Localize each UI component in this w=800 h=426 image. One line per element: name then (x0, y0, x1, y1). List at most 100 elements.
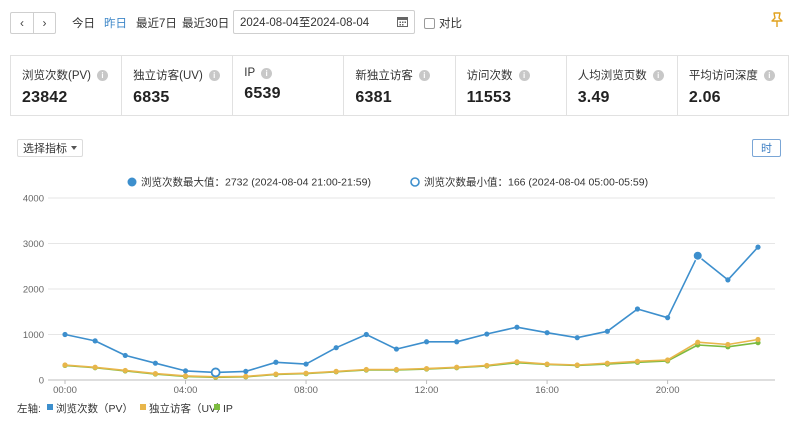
legend-label[interactable]: IP (223, 403, 233, 415)
data-point[interactable] (62, 331, 68, 338)
data-point[interactable] (333, 368, 339, 374)
metric-pv: 浏览次数(PV) i 23842 (11, 56, 121, 115)
legend-label[interactable]: 浏览次数（PV） (56, 402, 133, 415)
metric-value: 6539 (244, 85, 281, 102)
data-point[interactable] (122, 367, 128, 374)
data-point[interactable] (695, 339, 701, 345)
data-point[interactable] (755, 244, 761, 250)
data-point[interactable] (363, 331, 369, 338)
metric-uv: 独立访客(UV) i 6835 (121, 56, 232, 115)
select-metric-dropdown[interactable]: 选择指标 (17, 139, 83, 157)
y-tick-label: 2000 (23, 285, 44, 296)
info-icon[interactable]: i (97, 69, 108, 81)
metric-label: IP (244, 67, 256, 79)
legend-label[interactable]: 独立访客（UV） (149, 402, 227, 415)
data-point[interactable] (454, 339, 460, 345)
data-point[interactable] (634, 306, 641, 312)
y-tick-label: 0 (39, 376, 44, 387)
data-point[interactable] (725, 341, 731, 348)
metric-value: 23842 (22, 89, 68, 106)
data-point[interactable] (544, 330, 550, 336)
data-point[interactable] (243, 373, 249, 379)
data-point[interactable] (604, 328, 610, 334)
data-point[interactable] (484, 331, 490, 337)
data-point[interactable] (182, 373, 189, 379)
legend-swatch (47, 404, 53, 410)
data-point[interactable] (152, 371, 158, 377)
compare-label: 对比 (439, 18, 462, 30)
metric-label: 独立访客(UV) (133, 70, 203, 82)
data-point[interactable] (152, 360, 158, 366)
data-point[interactable] (514, 359, 520, 365)
legend-swatch (214, 404, 220, 410)
data-point[interactable] (363, 366, 369, 373)
next-date-button[interactable]: › (33, 13, 55, 33)
data-point[interactable] (62, 362, 68, 368)
prev-date-button[interactable]: ‹ (20, 16, 24, 30)
compare-checkbox[interactable] (424, 17, 435, 29)
data-point[interactable] (544, 361, 550, 367)
metric-label: 新独立访客 (355, 70, 413, 82)
calendar-icon[interactable] (397, 16, 408, 27)
max-legend-marker (127, 177, 137, 187)
date-range-picker[interactable]: 2024-08-04至2024-08-04 (233, 10, 415, 34)
data-point[interactable] (665, 315, 671, 321)
x-tick-label: 08:00 (294, 385, 318, 396)
data-point[interactable] (604, 360, 610, 366)
data-point[interactable] (725, 277, 731, 283)
data-point[interactable] (333, 345, 339, 351)
quick-range-yesterday[interactable]: 昨日 (104, 18, 127, 30)
data-point[interactable] (423, 366, 430, 372)
data-point[interactable] (484, 362, 490, 369)
info-icon[interactable]: i (418, 69, 430, 81)
metric-pages-per-user: 人均浏览页数 i 3.49 (565, 56, 677, 115)
data-point[interactable] (393, 366, 400, 373)
data-point[interactable] (303, 361, 309, 367)
max-marker[interactable] (692, 250, 703, 261)
info-icon[interactable]: i (518, 69, 530, 81)
data-point[interactable] (634, 358, 641, 364)
metric-label: 访问次数 (466, 70, 513, 82)
metric-value: 2.06 (688, 89, 721, 106)
date-nav: ‹ › (10, 12, 56, 34)
y-tick-label: 3000 (23, 239, 44, 250)
info-icon[interactable]: i (208, 69, 220, 81)
x-tick-label: 00:00 (53, 385, 77, 396)
data-point[interactable] (273, 371, 279, 377)
metric-value: 6381 (355, 89, 392, 106)
data-point[interactable] (423, 339, 430, 345)
data-point[interactable] (122, 352, 128, 359)
info-icon[interactable]: i (261, 67, 273, 79)
axis-side-label: 左轴: (17, 402, 41, 415)
data-point[interactable] (303, 370, 309, 376)
x-tick-label: 04:00 (174, 385, 198, 396)
info-icon[interactable]: i (763, 69, 775, 81)
data-point[interactable] (755, 336, 761, 343)
min-legend-marker (410, 177, 420, 187)
data-point[interactable] (92, 364, 98, 370)
data-point[interactable] (273, 359, 279, 365)
quick-range-today[interactable]: 今日 (72, 18, 95, 30)
data-point[interactable] (514, 324, 520, 330)
pin-icon[interactable] (770, 12, 784, 28)
select-metric-label: 选择指标 (23, 143, 67, 155)
metrics-panel: 浏览次数(PV) i 23842 独立访客(UV) i 6835 IP i 6539 … (10, 55, 789, 116)
data-point[interactable] (574, 362, 580, 368)
min-marker[interactable] (210, 367, 221, 378)
data-point[interactable] (243, 368, 249, 374)
data-point[interactable] (393, 346, 400, 352)
data-point[interactable] (454, 364, 460, 370)
chevron-down-icon (71, 146, 77, 150)
data-point[interactable] (182, 368, 189, 374)
quick-range-last-30-days[interactable]: 最近30日 (182, 18, 230, 30)
data-point[interactable] (92, 338, 98, 344)
info-icon[interactable]: i (652, 69, 664, 81)
compare-toggle[interactable]: 对比 (424, 15, 462, 31)
series-line (64, 338, 759, 378)
quick-range-last-7-days[interactable]: 最近7日 (136, 18, 177, 30)
y-tick-label: 4000 (23, 194, 44, 205)
granularity-hour-button[interactable]: 时 (752, 139, 781, 157)
data-point[interactable] (665, 357, 671, 363)
data-point[interactable] (574, 335, 580, 341)
